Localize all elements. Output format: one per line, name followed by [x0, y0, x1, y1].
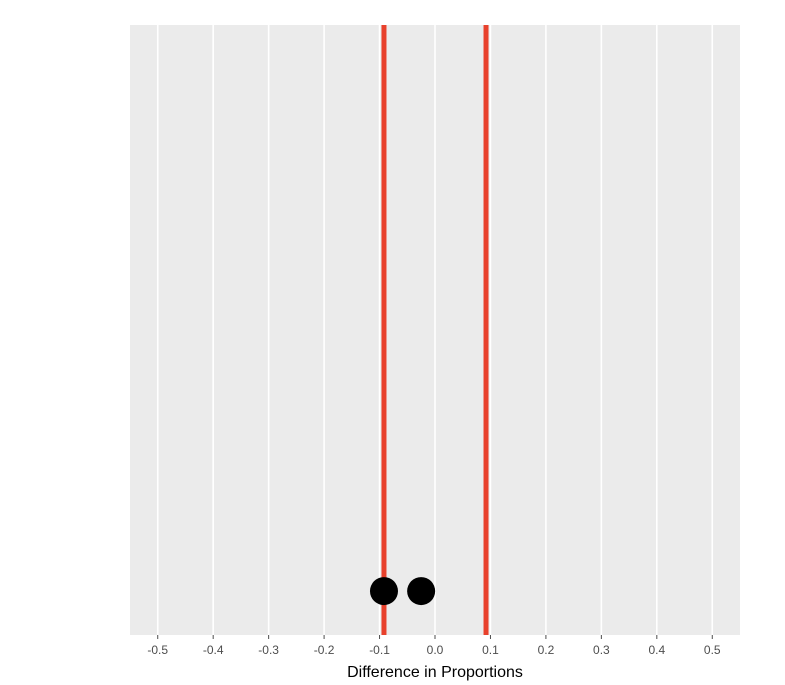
x-tick-label: 0.0 — [427, 643, 444, 657]
x-tick-label: -0.5 — [147, 643, 168, 657]
x-tick-label: 0.1 — [482, 643, 499, 657]
x-axis-title: Difference in Proportions — [347, 664, 523, 681]
x-axis-ticks: -0.5 -0.4 -0.3 -0.2 -0.1 0.0 0.1 0.2 0.3 0.4 0.5 — [147, 635, 721, 657]
x-tick-label: -0.4 — [203, 643, 224, 657]
grid-layer — [156, 25, 714, 635]
x-tick-label: 0.2 — [538, 643, 555, 657]
data-point — [369, 577, 398, 606]
x-tick-label: -0.2 — [314, 643, 335, 657]
reference-lines — [381, 25, 489, 635]
x-tick-label: -0.3 — [258, 643, 279, 657]
x-tick-label: -0.1 — [369, 643, 390, 657]
data-points — [369, 577, 436, 606]
x-tick-label: 0.4 — [648, 643, 665, 657]
x-tick-label: 0.5 — [704, 643, 721, 657]
x-tick-label: 0.3 — [593, 643, 610, 657]
data-point — [407, 577, 436, 606]
